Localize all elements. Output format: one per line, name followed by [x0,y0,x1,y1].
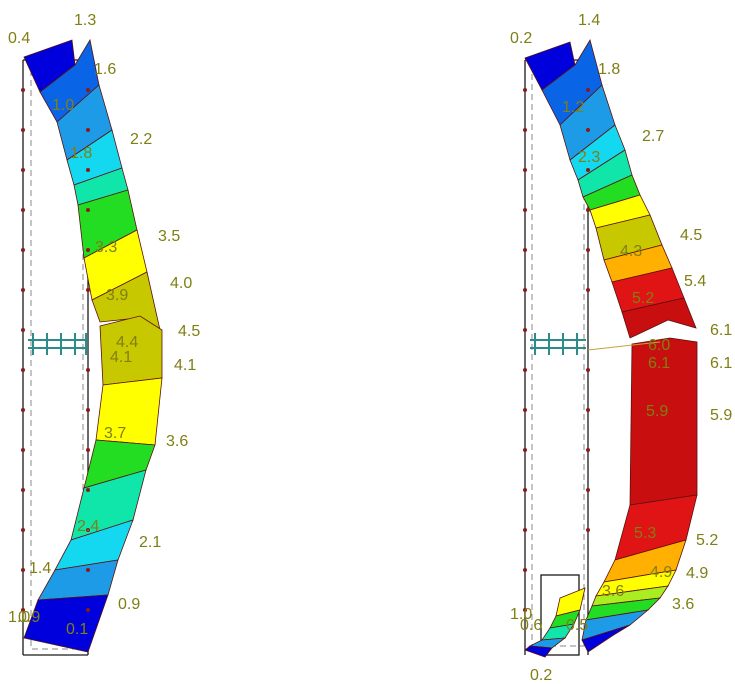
right-label-top: 1.4 [578,12,600,29]
right-label-2-7: 2.7 [642,128,664,145]
left-label-2-2: 2.2 [130,131,152,148]
right-label-4-5: 4.5 [680,227,702,244]
right-label-6-1-inner: 6.1 [648,355,670,372]
right-label-5-9-outer: 5.9 [710,407,732,424]
right-label-0-6: 0.6 [520,617,542,634]
right-label-0-5: 0.5 [566,617,588,634]
right-label-6-1-outer: 6.1 [710,355,732,372]
left-label-2-1: 2.1 [139,534,161,551]
left-figure: 0.4 1.3 1.6 1.0 2.2 1.8 3.5 3.3 4.0 3.9 … [8,12,200,656]
left-label-0-1: 0.1 [66,621,88,638]
right-branch-band-5 [524,645,553,658]
right-label-6-1-top: 6.1 [710,322,732,339]
right-label-5-3: 5.3 [634,525,656,542]
left-label-1-0: 1.0 [52,97,74,114]
right-label-5-2: 5.2 [632,290,654,307]
right-label-5-9-inner: 5.9 [646,403,668,420]
right-branch-band-1 [555,587,586,617]
left-label-1-8: 1.8 [70,145,92,162]
right-label-1-8: 1.8 [598,61,620,78]
left-label-3-5: 3.5 [158,228,180,245]
left-label-4-5: 4.5 [178,323,200,340]
left-label-3-7: 3.7 [104,425,126,442]
left-label-1-6: 1.6 [94,61,116,78]
left-label-3-9: 3.9 [106,287,128,304]
left-label-4-4: 4.4 [116,334,138,351]
right-label-3-6-outer: 3.6 [672,596,694,613]
right-label-4-9-outer: 4.9 [686,565,708,582]
right-labels: 0.2 1.4 1.8 1.2 2.7 2.3 4.5 4.3 5.4 5.2 … [510,12,732,684]
right-thin-link [587,341,661,351]
right-support-icon [530,333,586,355]
left-label-1-4: 1.4 [29,560,51,577]
left-label-0-9-bottom: 0.9 [18,609,40,626]
left-node-dots [21,88,90,612]
left-band-2 [39,38,100,123]
right-label-6-0: 6.0 [648,337,670,354]
right-label-4-3: 4.3 [620,243,642,260]
left-label-4-1-outer: 4.1 [174,357,196,374]
right-node-dots [523,88,590,612]
left-band-9 [99,315,163,386]
right-label-4-9-inner: 4.9 [650,564,672,581]
left-support-icon [28,333,87,355]
left-label-4-0: 4.0 [170,275,192,292]
right-band-2 [541,38,603,126]
right-band-19 [581,624,631,653]
right-band-12 [629,337,698,506]
left-label-4-1-inner: 4.1 [110,349,132,366]
right-band-11 [621,297,697,339]
right-label-top-left: 0.2 [510,30,532,47]
right-label-3-6-inner: 3.6 [602,583,624,600]
left-label-top-left: 0.4 [8,30,30,47]
right-figure: 0.2 1.4 1.8 1.2 2.7 2.3 4.5 4.3 5.4 5.2 … [510,12,732,684]
left-label-1-0-bottom: 1.0 [8,609,30,626]
right-label-0-2-bottom: 0.2 [530,667,552,684]
right-label-1-2: 1.2 [562,99,584,116]
right-label-5-4: 5.4 [684,273,706,290]
left-contour-bands [23,38,163,653]
left-label-3-3: 3.3 [95,239,117,256]
left-label-2-4: 2.4 [77,518,99,535]
right-label-1-0: 1.0 [510,606,532,623]
left-label-3-6: 3.6 [166,433,188,450]
right-contour-bands [524,38,698,658]
left-labels: 0.4 1.3 1.6 1.0 2.2 1.8 3.5 3.3 4.0 3.9 … [8,12,200,638]
right-label-5-2-outer: 5.2 [696,532,718,549]
left-label-top: 1.3 [74,12,96,29]
left-label-0-9: 0.9 [118,596,140,613]
right-label-2-3: 2.3 [578,149,600,166]
